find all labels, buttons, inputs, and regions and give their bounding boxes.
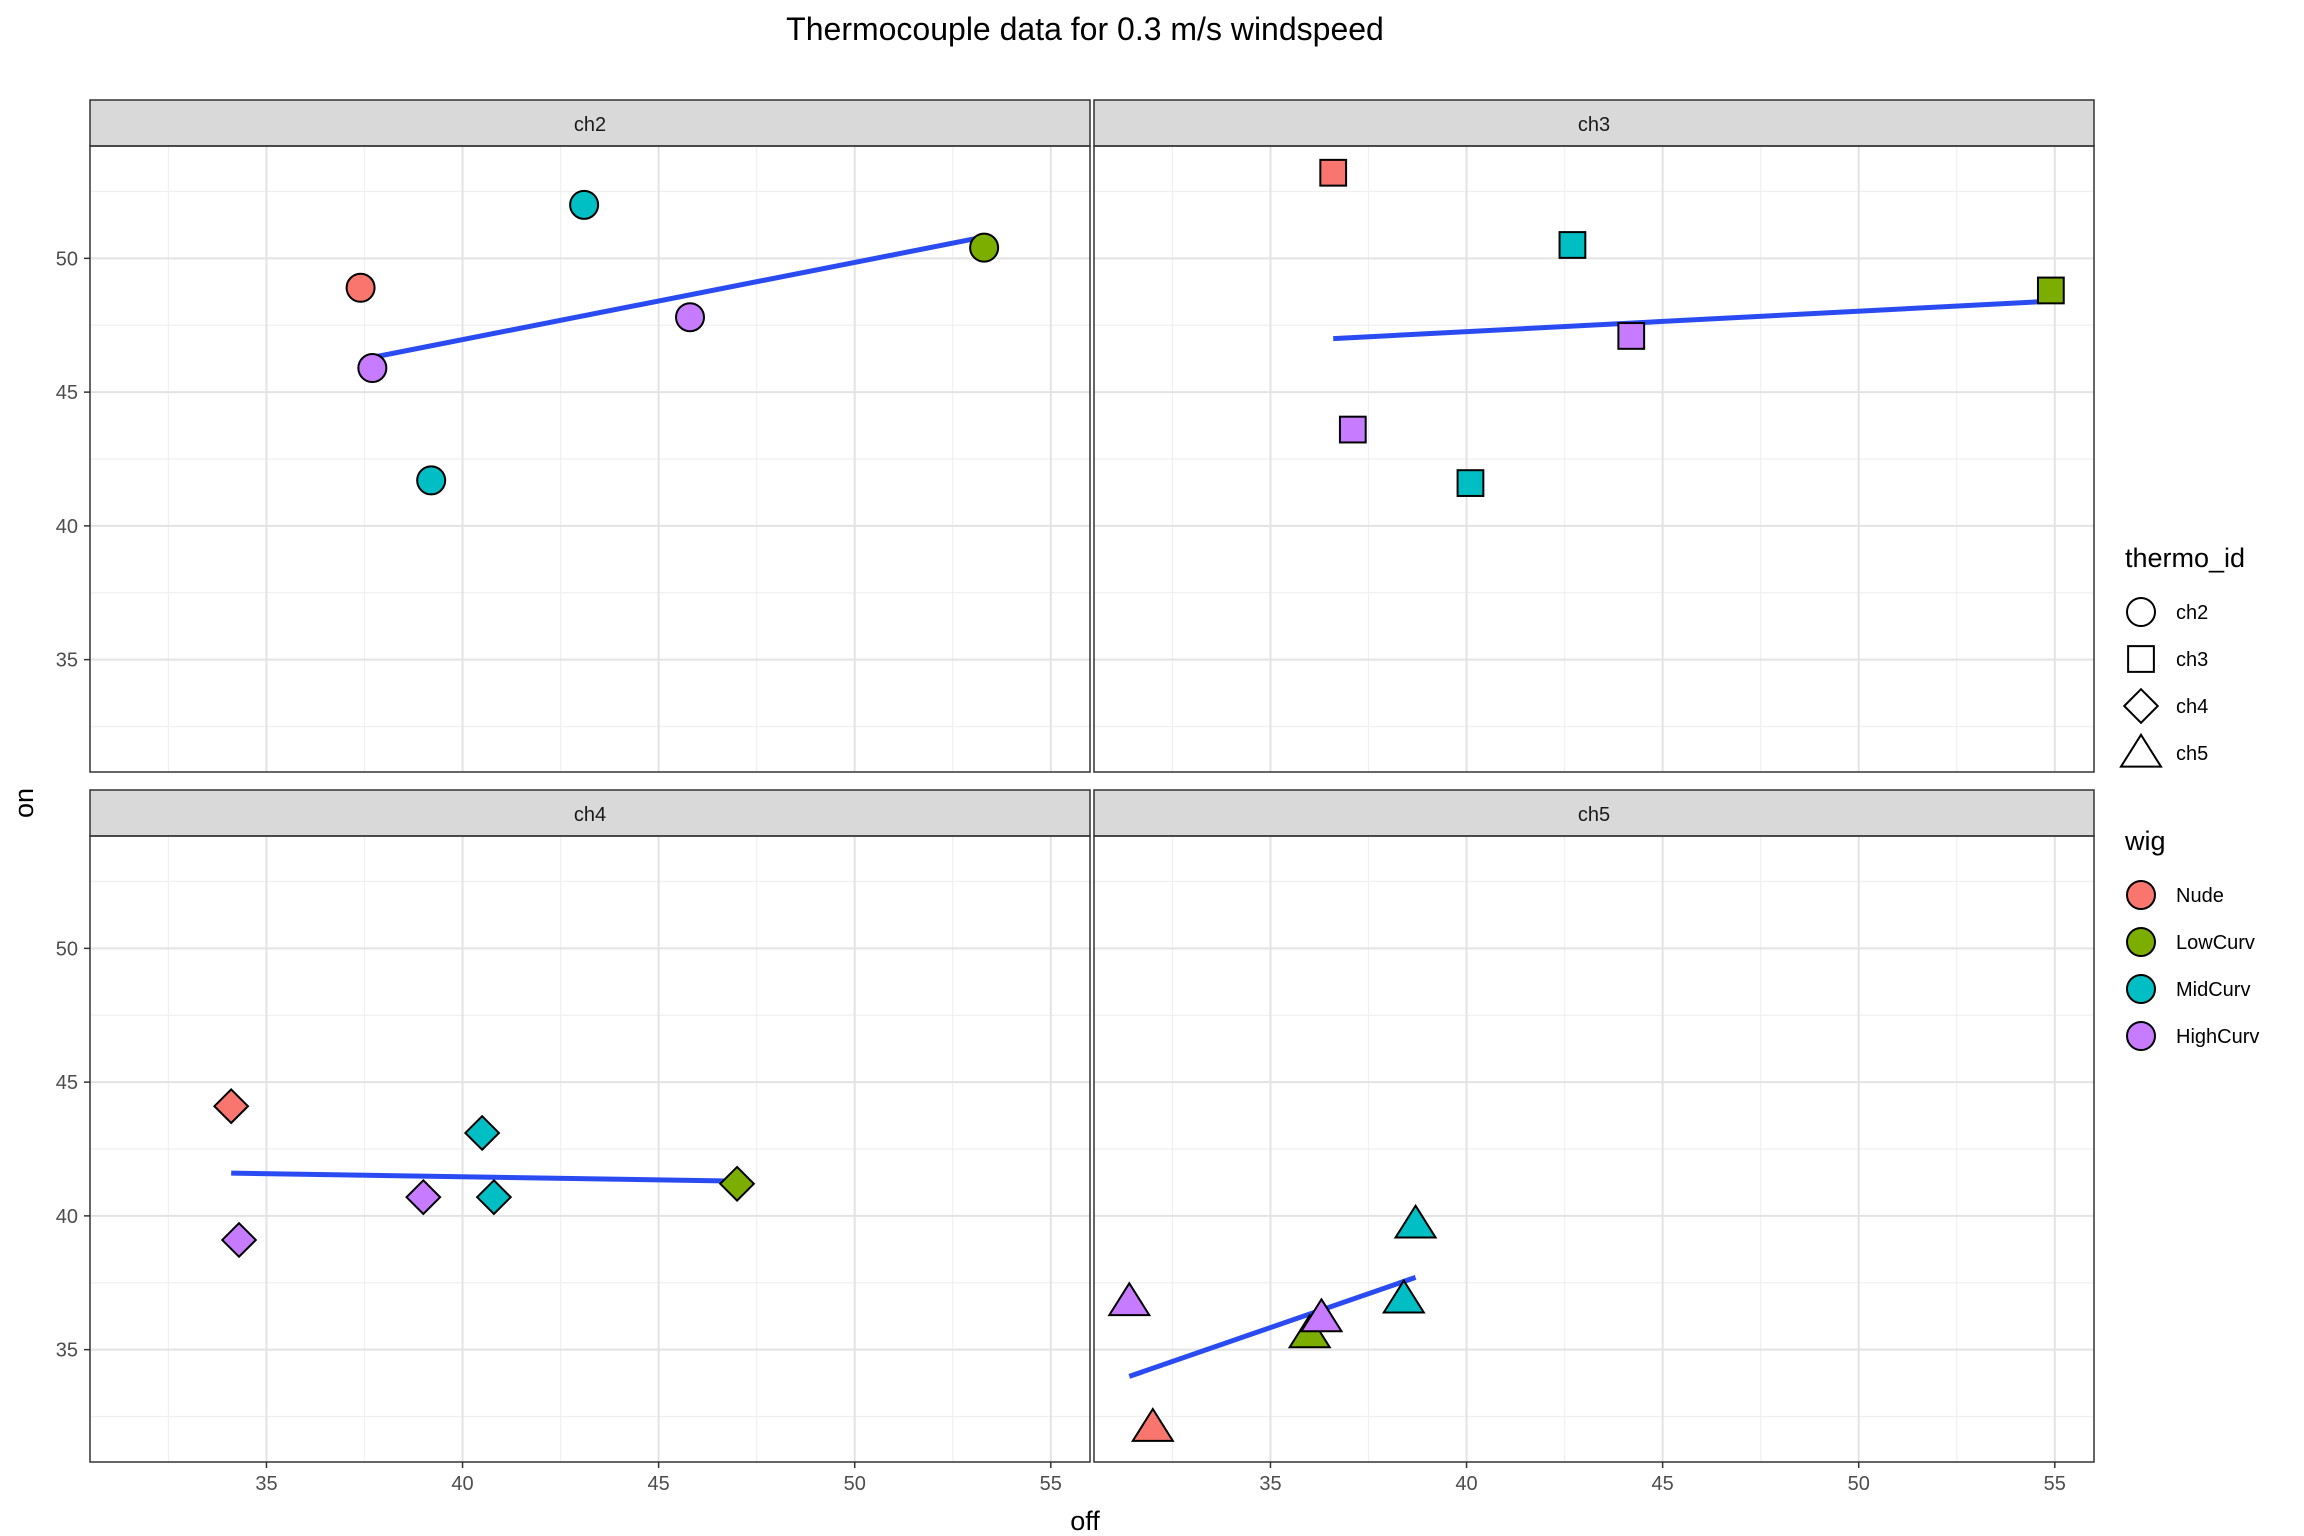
facet-strip xyxy=(1093,99,2095,147)
y-tick-label: 45 xyxy=(56,1072,78,1094)
data-point-lowcurv xyxy=(2036,276,2065,305)
facet-ch2: ch2 35 40 45 50 xyxy=(56,99,1091,773)
data-point-highcurv xyxy=(1617,322,1646,350)
data-point-lowcurv xyxy=(969,232,1000,263)
legend-key xyxy=(2126,597,2156,627)
data-point-highcurv xyxy=(675,302,705,333)
legend-key xyxy=(2126,974,2156,1004)
legend-entry-label: ch5 xyxy=(2176,743,2208,765)
legend-entry-label: ch4 xyxy=(2176,696,2208,718)
legend-key xyxy=(2119,732,2163,768)
legend-title: thermo_id xyxy=(2125,543,2245,573)
data-point-highcurv xyxy=(1299,1297,1344,1333)
data-point-midcurv xyxy=(416,465,447,496)
y-tick-label: 40 xyxy=(56,516,78,538)
facet-strip-label: ch5 xyxy=(1578,804,1610,826)
facet-strip xyxy=(1093,789,2095,837)
data-point-midcurv xyxy=(475,1178,513,1216)
y-axis-label: on xyxy=(9,788,39,818)
data-point-midcurv xyxy=(1381,1278,1426,1314)
data-point-highcurv xyxy=(357,353,388,384)
x-tick-label: 55 xyxy=(1040,1473,1062,1495)
facet-ch5: ch5 35 40 45 50 55 xyxy=(1093,789,2095,1495)
data-point-nude xyxy=(345,272,376,303)
trend-line xyxy=(1128,1275,1417,1379)
data-point-midcurv xyxy=(1393,1203,1438,1239)
x-tick-label: 35 xyxy=(255,1473,277,1495)
y-tick-label: 35 xyxy=(56,1340,78,1362)
legend-entry-label: ch3 xyxy=(2176,649,2208,671)
x-tick-label: 40 xyxy=(451,1473,473,1495)
facet-strip-label: ch4 xyxy=(574,804,606,826)
x-tick-label: 40 xyxy=(1455,1473,1477,1495)
x-tick-label: 35 xyxy=(1259,1473,1281,1495)
x-axis-label: off xyxy=(1070,1506,1100,1536)
data-point-midcurv xyxy=(1456,469,1485,497)
legend-entry-label: Nude xyxy=(2176,885,2224,907)
panel-border xyxy=(89,835,1091,1463)
legend-key xyxy=(2127,645,2155,673)
legend-entry-label: ch2 xyxy=(2176,602,2208,624)
legend-key xyxy=(2126,1021,2156,1051)
legend-title: wig xyxy=(2124,826,2166,856)
facet-ch4: ch4 35 40 45 50 35 40 45 50 55 xyxy=(56,789,1091,1495)
facet-strip-label: ch3 xyxy=(1578,114,1610,136)
data-point-midcurv xyxy=(569,189,600,220)
panel-border xyxy=(1093,835,2095,1463)
trend-line xyxy=(231,1170,738,1184)
data-point-nude xyxy=(1319,158,1348,187)
panel-border xyxy=(89,145,1091,773)
legend-entry-label: MidCurv xyxy=(2176,979,2250,1001)
chart-title: Thermocouple data for 0.3 m/s windspeed xyxy=(786,11,1384,47)
legend-key xyxy=(2126,927,2156,957)
x-tick-label: 55 xyxy=(2044,1473,2066,1495)
x-tick-label: 50 xyxy=(1848,1473,1870,1495)
trend-line xyxy=(1333,298,2051,342)
legend-key xyxy=(2122,687,2160,725)
x-tick-label: 45 xyxy=(1652,1473,1674,1495)
legend-thermo-id: thermo_id ch2 ch3 ch4 ch5 xyxy=(2119,543,2245,768)
facet-ch3: ch3 xyxy=(1093,99,2095,773)
data-point-highcurv xyxy=(1107,1281,1152,1317)
y-tick-label: 45 xyxy=(56,382,78,404)
y-tick-label: 35 xyxy=(56,650,78,672)
data-point-midcurv xyxy=(463,1114,501,1152)
x-tick-label: 50 xyxy=(844,1473,866,1495)
legend-entry-label: HighCurv xyxy=(2176,1026,2259,1048)
facet-strip-label: ch2 xyxy=(574,114,606,136)
y-tick-label: 50 xyxy=(56,248,78,270)
trend-line xyxy=(371,234,985,360)
legends: thermo_id ch2 ch3 ch4 ch5 wig Nude LowCurv MidCu… xyxy=(2119,543,2259,1051)
data-point-highcurv xyxy=(1338,415,1367,444)
y-tick-label: 40 xyxy=(56,1206,78,1228)
data-point-midcurv xyxy=(1558,231,1587,259)
legend-wig: wig Nude LowCurv MidCurv HighCurv xyxy=(2124,826,2259,1051)
data-point-nude xyxy=(212,1087,250,1125)
legend-key xyxy=(2126,880,2156,910)
y-tick-label: 50 xyxy=(56,938,78,960)
facet-panels: ch2 35 40 45 50 ch3 ch4 35 40 45 50 35 40 45 50 55 ch5 35… xyxy=(56,99,2095,1495)
data-point-nude xyxy=(1130,1407,1175,1442)
data-point-highcurv xyxy=(405,1178,442,1216)
panel-border xyxy=(1093,145,2095,773)
data-point-lowcurv xyxy=(718,1165,756,1202)
data-point-highcurv xyxy=(220,1221,258,1259)
x-tick-label: 45 xyxy=(648,1473,670,1495)
legend-entry-label: LowCurv xyxy=(2176,932,2255,954)
